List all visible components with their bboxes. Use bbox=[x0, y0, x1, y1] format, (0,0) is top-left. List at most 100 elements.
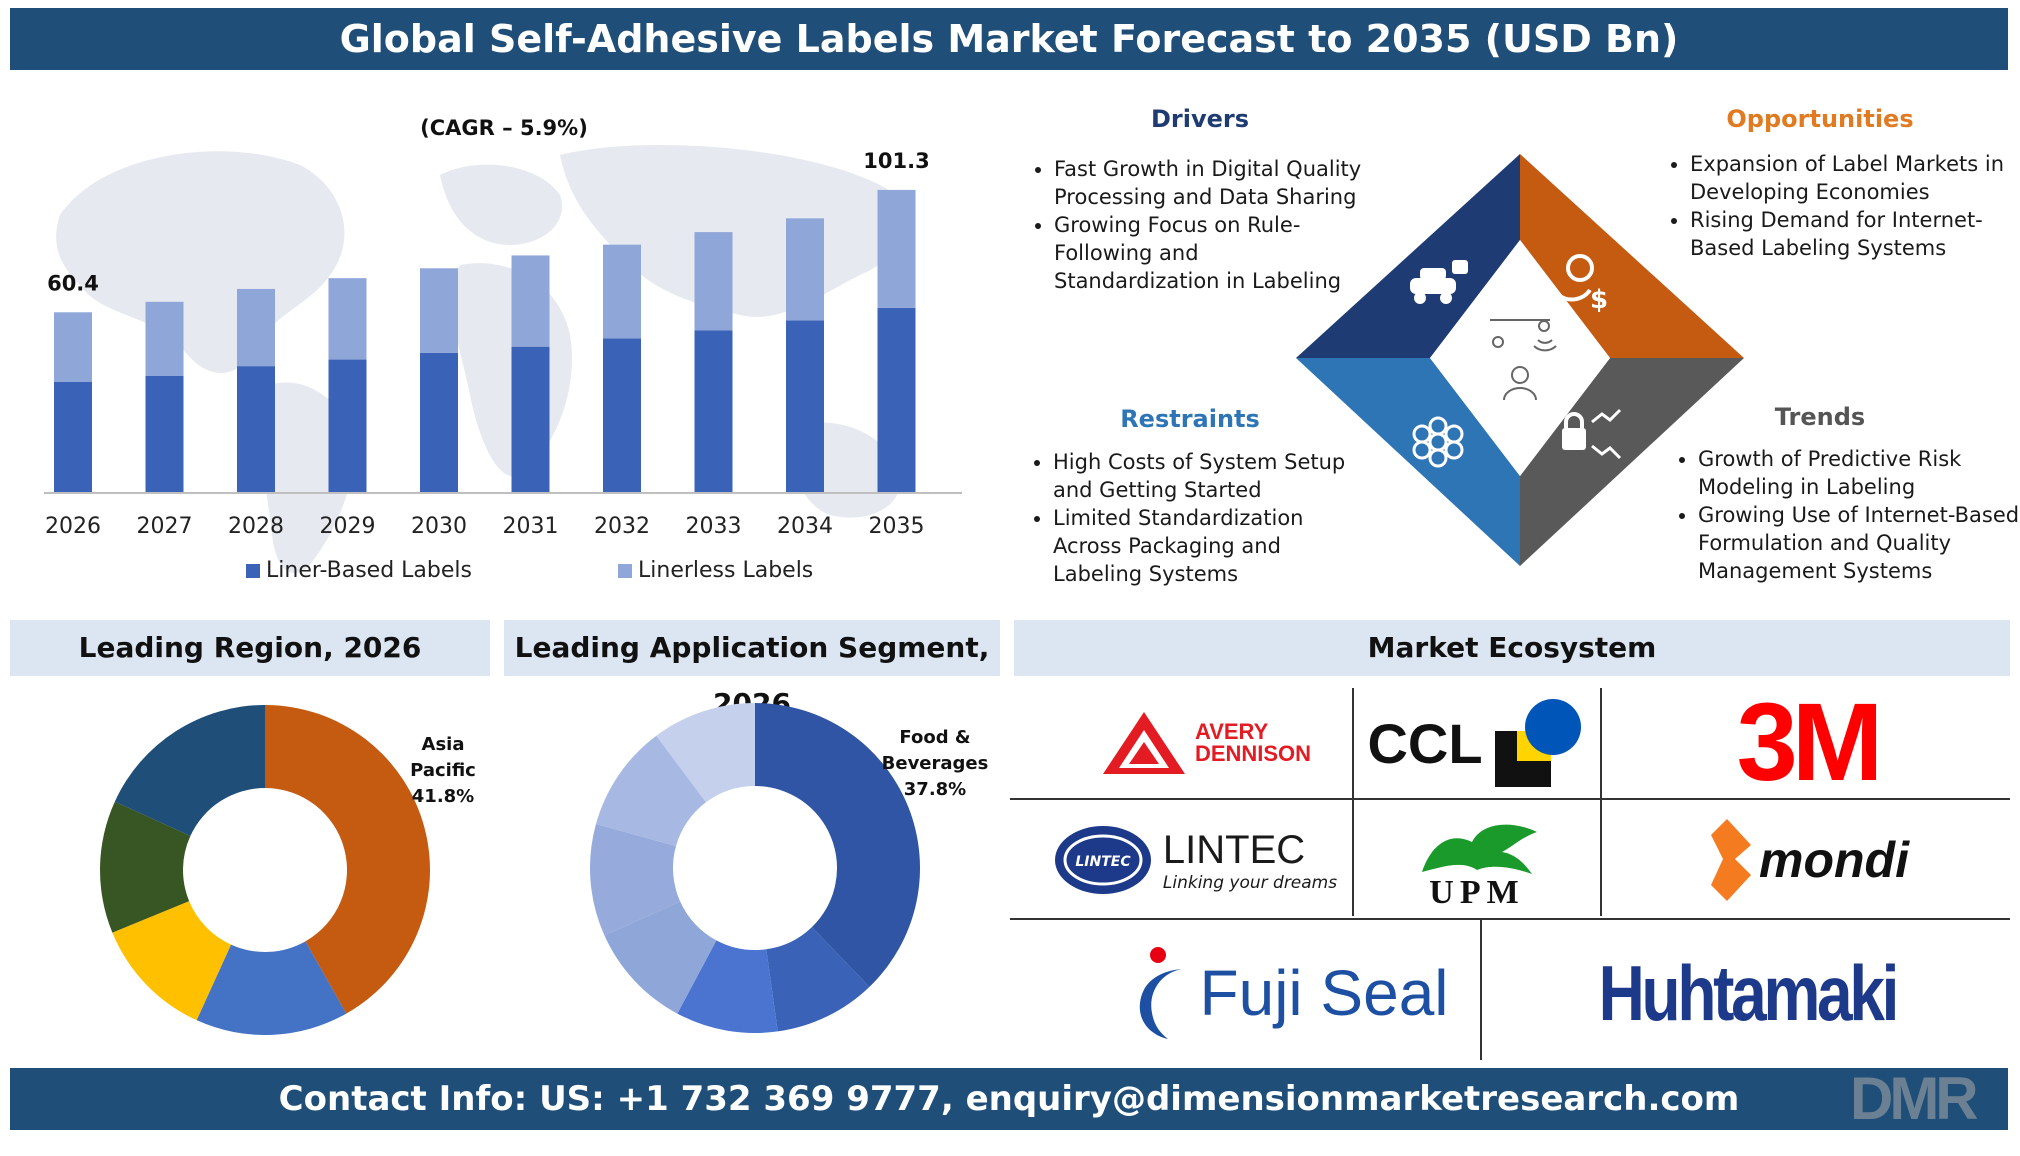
trends-title: Trends bbox=[1774, 403, 1866, 431]
page-title: Global Self-Adhesive Labels Market Forec… bbox=[10, 8, 2008, 70]
legend-label-liner: Liner-Based Labels bbox=[266, 558, 472, 583]
lintec-globe-icon: LINTEC bbox=[1054, 826, 1151, 894]
segment-slice-0 bbox=[755, 703, 920, 987]
opportunity-item: Expansion of Label Markets in Developing… bbox=[1690, 150, 2020, 206]
trend-item: Growth of Predictive Risk Modeling in La… bbox=[1698, 445, 2020, 501]
x-tick-label: 2035 bbox=[869, 514, 925, 539]
chart-legend: Liner-Based Labels Linerless Labels bbox=[246, 558, 813, 583]
ecosystem-divider bbox=[1010, 918, 2010, 920]
segment-callout: Food & Beverages 37.8% bbox=[880, 725, 990, 803]
3m-text: 3M bbox=[1736, 681, 1884, 804]
region-slice-3 bbox=[100, 801, 191, 933]
huhtamaki-text: Huhtamaki bbox=[1598, 948, 1899, 1037]
robot-car-icon bbox=[1410, 260, 1468, 304]
ccl-logo: CCL bbox=[1356, 690, 1598, 796]
contact-info[interactable]: Contact Info: US: +1 732 369 9777, enqui… bbox=[278, 1079, 1740, 1119]
opportunities-list: Expansion of Label Markets in Developing… bbox=[1660, 150, 2020, 262]
bar-linerless-2028 bbox=[237, 288, 275, 367]
segment-slice-6 bbox=[656, 703, 755, 803]
x-tick-label: 2030 bbox=[411, 514, 467, 539]
x-tick-label: 2032 bbox=[594, 514, 650, 539]
diamond-quadrant-trends bbox=[1520, 358, 1744, 566]
lintec-logo: LINTEC LINTEC Linking your dreams bbox=[1040, 806, 1350, 914]
fuji-seal-logo: Fuji Seal bbox=[1100, 928, 1478, 1058]
bar-linerless-2033 bbox=[694, 232, 733, 331]
dennison-text: DENNISON bbox=[1194, 741, 1312, 766]
bar-liner-2029 bbox=[328, 359, 367, 493]
bar-linerless-2027 bbox=[145, 301, 184, 376]
lightbulb-dollar-icon: $ bbox=[1558, 254, 1608, 315]
legend-swatch-linerless bbox=[618, 564, 632, 578]
ecosystem-divider bbox=[1010, 798, 2010, 800]
region-donut-chart bbox=[100, 705, 430, 1035]
region-slice-4 bbox=[114, 705, 265, 837]
data-label-last: 101.3 bbox=[863, 149, 929, 173]
bar-liner-2033 bbox=[694, 330, 733, 493]
segment-callout-line1: Food & bbox=[899, 727, 971, 748]
ecosystem-divider bbox=[1480, 920, 1482, 1060]
x-tick-label: 2028 bbox=[228, 514, 284, 539]
huhtamaki-logo: Huhtamaki bbox=[1484, 928, 2010, 1058]
svg-text:$: $ bbox=[1590, 285, 1608, 315]
bar-linerless-2026 bbox=[54, 312, 92, 382]
x-tick-label: 2026 bbox=[45, 514, 101, 539]
x-tick-label: 2029 bbox=[320, 514, 376, 539]
opportunities-title: Opportunities bbox=[1726, 105, 1914, 133]
segment-donut-chart bbox=[590, 703, 920, 1033]
region-callout-line1: Asia bbox=[421, 734, 465, 755]
driver-item: Fast Growth in Digital Quality Processin… bbox=[1054, 155, 1364, 211]
lintec-badge-text: LINTEC bbox=[1075, 854, 1131, 870]
restraints-title: Restraints bbox=[1120, 405, 1260, 433]
ccl-mark-icon bbox=[1494, 699, 1581, 787]
upm-griffin-icon bbox=[1422, 824, 1537, 874]
bar-liner-2032 bbox=[603, 338, 641, 493]
region-callout-value: 41.8% bbox=[411, 786, 475, 807]
bar-linerless-2031 bbox=[511, 255, 550, 347]
x-tick-label: 2033 bbox=[686, 514, 742, 539]
bar-liner-2028 bbox=[237, 366, 275, 493]
bar-liner-2034 bbox=[786, 320, 824, 493]
bar-liner-2035 bbox=[877, 307, 916, 493]
region-callout-line2: Pacific bbox=[410, 760, 476, 781]
region-slice-2 bbox=[112, 901, 232, 1021]
region-slice-0 bbox=[265, 705, 430, 1014]
legend-swatch-liner bbox=[246, 564, 260, 578]
drivers-title: Drivers bbox=[1150, 105, 1250, 133]
segment-slice-4 bbox=[590, 823, 681, 936]
dmr-logo: DMR bbox=[1850, 1065, 1979, 1132]
region-slice-1 bbox=[196, 941, 347, 1035]
segment-slice-2 bbox=[677, 940, 778, 1033]
3m-logo: 3M bbox=[1604, 681, 2010, 804]
segment-slice-5 bbox=[595, 735, 706, 847]
lock-trend-icon bbox=[1562, 408, 1622, 460]
segment-panel-title: Leading Application Segment, 2026 bbox=[504, 620, 1000, 720]
bar-liner-2031 bbox=[511, 346, 550, 493]
restraints-list: High Costs of System Setup and Getting S… bbox=[1023, 448, 1373, 588]
bar-linerless-2034 bbox=[786, 218, 824, 321]
avery-triangle-icon bbox=[1102, 712, 1185, 774]
lintec-tagline: Linking your dreams bbox=[1162, 872, 1338, 893]
bar-liner-2027 bbox=[145, 375, 184, 493]
flower-network-icon bbox=[1412, 416, 1464, 468]
opportunity-item: Rising Demand for Internet-Based Labelin… bbox=[1690, 206, 2020, 262]
segment-slice-3 bbox=[604, 901, 717, 1014]
market-dynamics-diamond: $ bbox=[1296, 154, 1744, 566]
fuji-seal-text: Fuji Seal bbox=[1199, 957, 1449, 1029]
restraint-item: Limited Standardization Across Packaging… bbox=[1053, 504, 1373, 588]
person-network-icon bbox=[1490, 319, 1557, 401]
ccl-text: CCL bbox=[1367, 711, 1483, 775]
mondi-logo: mondi bbox=[1604, 806, 2010, 914]
lintec-text: LINTEC bbox=[1162, 827, 1306, 872]
segment-slice-1 bbox=[766, 927, 870, 1032]
restraint-item: High Costs of System Setup and Getting S… bbox=[1053, 448, 1373, 504]
ecosystem-panel-title: Market Ecosystem bbox=[1014, 620, 2010, 676]
bar-linerless-2030 bbox=[420, 268, 458, 353]
region-callout: Asia Pacific 41.8% bbox=[398, 732, 488, 810]
segment-callout-line2: Beverages bbox=[881, 753, 989, 774]
trend-item: Growing Use of Internet-Based Formulatio… bbox=[1698, 501, 2020, 585]
x-tick-label: 2031 bbox=[503, 514, 559, 539]
diamond-quadrant-opportunities bbox=[1520, 154, 1744, 358]
bar-linerless-2029 bbox=[328, 278, 367, 360]
contact-footer: Contact Info: US: +1 732 369 9777, enqui… bbox=[10, 1068, 2008, 1130]
stacked-bar-chart: 2026 2027 2028 2029 2030 2031 2032 2033 2034 2035… bbox=[44, 116, 962, 583]
